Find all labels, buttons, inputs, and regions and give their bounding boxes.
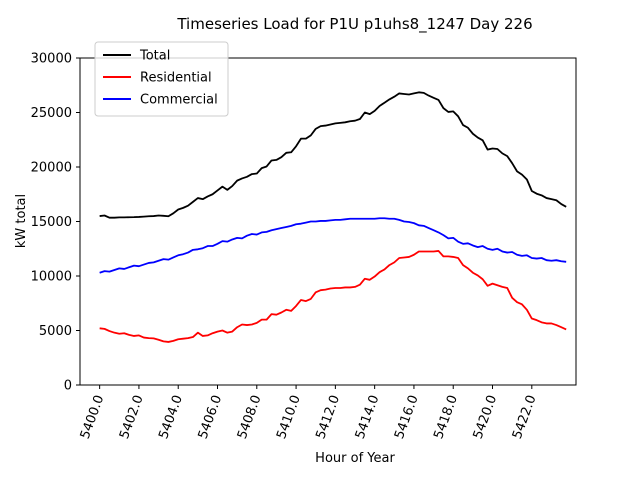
legend-box — [94, 41, 229, 117]
x-tick-label: 5412.0 — [313, 393, 343, 441]
x-tick-label: 5400.0 — [78, 393, 108, 441]
plot-lines — [99, 91, 567, 343]
y-tick-label: 5000 — [39, 324, 72, 339]
x-tick-label: 5408.0 — [235, 393, 265, 441]
x-tick-label: 5414.0 — [353, 393, 383, 441]
x-tick-label: 5420.0 — [471, 393, 501, 441]
series-line-residential — [99, 250, 567, 343]
y-axis: 0 5000 10000 15000 20000 25000 30000 — [31, 52, 80, 394]
y-tick-label: 20000 — [31, 161, 72, 176]
x-tick-label: 5404.0 — [156, 393, 186, 441]
x-tick-label: 5410.0 — [274, 393, 304, 441]
x-axis-label: Hour of Year — [315, 451, 395, 466]
x-tick-label: 5402.0 — [117, 393, 147, 441]
y-tick-label: 15000 — [31, 215, 72, 230]
series-line-commercial — [99, 217, 567, 274]
y-tick-label: 0 — [64, 379, 72, 394]
y-tick-label: 10000 — [31, 270, 72, 285]
x-tick-label: 5406.0 — [196, 393, 226, 441]
x-tick-label: 5418.0 — [431, 393, 461, 441]
legend-label-total: Total — [139, 49, 170, 64]
legend-label-commercial: Commercial — [140, 93, 218, 108]
y-tick-label: 30000 — [31, 52, 72, 67]
legend-label-residential: Residential — [140, 71, 212, 86]
x-tick-label: 5416.0 — [392, 393, 422, 441]
x-axis: 5400.0 5402.0 5404.0 5406.0 5408.0 5410.0 5412… — [78, 385, 540, 441]
chart-title: Timeseries Load for P1U p1uhs8_1247 Day … — [176, 15, 532, 34]
series-line-total — [99, 91, 567, 219]
legend: Total Residential Commercial — [94, 41, 229, 117]
x-tick-label: 5422.0 — [510, 393, 540, 441]
y-tick-label: 25000 — [31, 106, 72, 121]
y-axis-label: kW total — [14, 194, 29, 248]
